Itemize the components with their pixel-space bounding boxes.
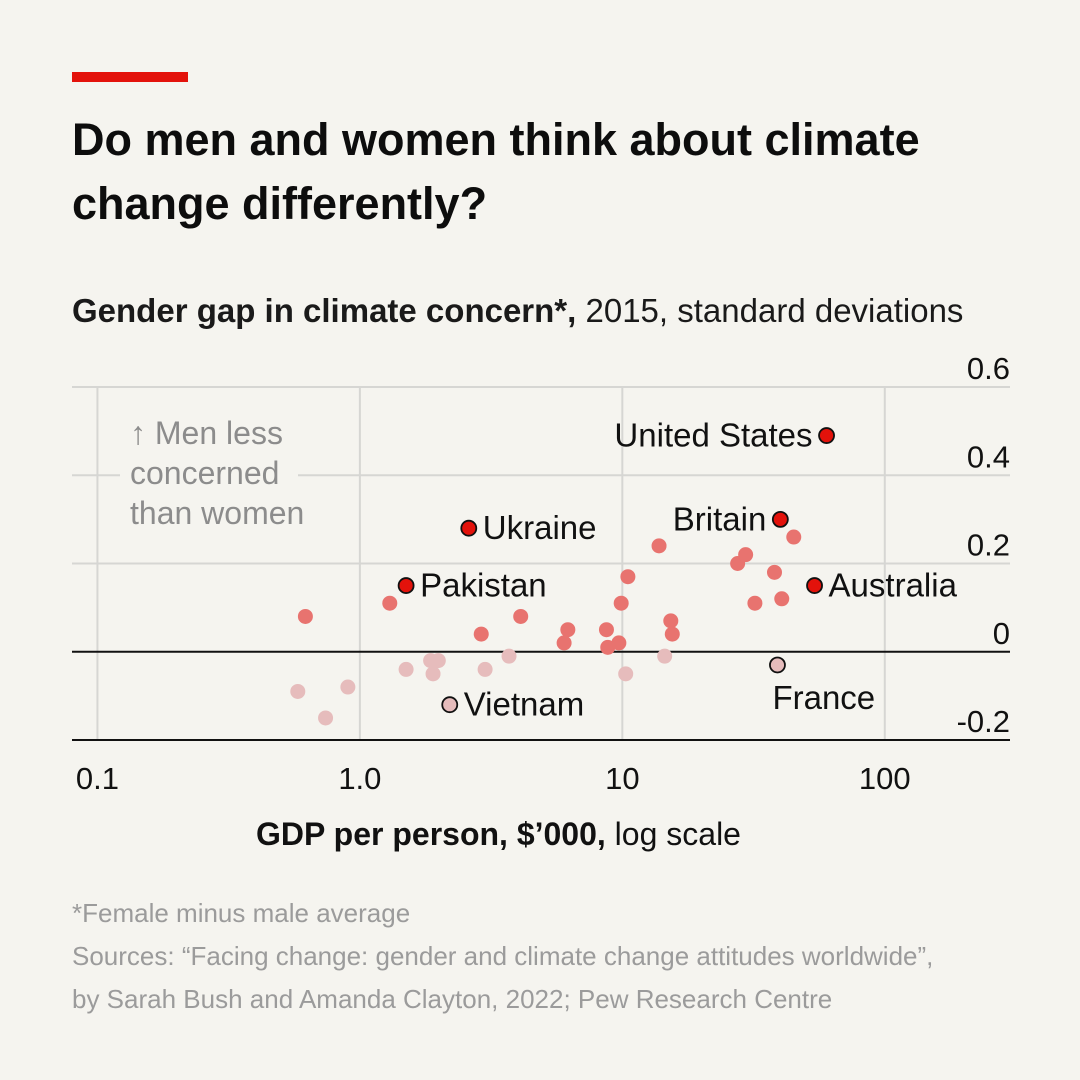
annotation-line: ↑ Men less — [130, 415, 283, 451]
source-line-1: Sources: “Facing change: gender and clim… — [72, 941, 934, 971]
data-point-france — [769, 656, 786, 674]
annotation-line: than women — [130, 495, 304, 531]
data-point — [477, 661, 493, 677]
y-tick-label: 0.6 — [967, 351, 1010, 386]
data-point — [560, 622, 576, 638]
scatter-chart: ↑ Men less concerned than women 0.6 0.4 0.2 0 -… — [72, 351, 1010, 796]
point-label-ukraine: Ukraine — [483, 509, 597, 546]
data-point — [747, 595, 763, 611]
data-point — [657, 648, 673, 664]
data-point — [620, 569, 636, 585]
data-point — [664, 626, 680, 642]
annotation-line: concerned — [130, 455, 279, 491]
data-point — [738, 547, 754, 563]
data-point — [663, 613, 679, 629]
data-point — [430, 653, 446, 669]
point-label-australia: Australia — [829, 567, 958, 604]
accent-bar — [72, 72, 188, 82]
data-point — [318, 710, 334, 726]
x-tick-label: 10 — [605, 761, 639, 796]
point-label-vietnam: Vietnam — [464, 686, 584, 723]
data-point-ukraine — [460, 519, 478, 537]
data-point — [473, 626, 489, 642]
data-point — [774, 591, 790, 607]
footnote-block: *Female minus male average Sources: “Fac… — [72, 892, 933, 1021]
data-point — [513, 608, 529, 624]
source-line-2: by Sarah Bush and Amanda Clayton, 2022; … — [72, 984, 833, 1014]
point-label-britain: Britain — [673, 500, 767, 537]
data-point-vietnam — [441, 696, 459, 714]
subtitle-bold: Gender gap in climate concern*, — [72, 292, 577, 329]
x-tick-label: 100 — [859, 761, 911, 796]
data-point — [598, 622, 614, 638]
x-tick-label: 0.1 — [76, 761, 119, 796]
data-point — [556, 635, 572, 651]
data-point-britain — [771, 510, 789, 528]
footnote: *Female minus male average — [72, 898, 411, 928]
x-tick-label: 1.0 — [338, 761, 381, 796]
data-point — [297, 608, 313, 624]
data-point — [382, 595, 398, 611]
annotation-background — [120, 412, 298, 538]
x-axis-label: GDP per person, $’000, log scale — [256, 816, 741, 853]
data-point — [398, 661, 414, 677]
x-axis-label-bold: GDP per person, $’000, — [256, 816, 606, 852]
y-tick-label: 0.4 — [967, 439, 1010, 474]
y-tick-label: 0.2 — [967, 528, 1010, 563]
data-point — [340, 679, 356, 695]
data-point — [651, 538, 667, 554]
chart-subtitle: Gender gap in climate concern*, 2015, st… — [72, 292, 963, 330]
y-tick-label: 0 — [993, 616, 1010, 651]
data-point — [786, 529, 802, 545]
data-point — [425, 666, 441, 682]
data-point-united-states — [818, 427, 835, 444]
data-point — [611, 635, 627, 651]
data-point — [501, 648, 517, 664]
y-tick-label: -0.2 — [957, 704, 1010, 739]
data-point-pakistan — [397, 577, 415, 594]
data-point — [766, 564, 782, 580]
data-point-australia — [806, 577, 823, 594]
data-point — [290, 683, 306, 699]
x-axis-label-rest: log scale — [605, 816, 741, 852]
chart-title: Do men and women think about climate cha… — [72, 114, 920, 229]
subtitle-rest: 2015, standard deviations — [576, 292, 964, 329]
point-label-united-states: United States — [614, 417, 812, 454]
data-point — [618, 666, 634, 682]
point-label-pakistan: Pakistan — [420, 567, 547, 604]
point-label-france: France — [772, 679, 875, 716]
data-point — [613, 595, 629, 611]
